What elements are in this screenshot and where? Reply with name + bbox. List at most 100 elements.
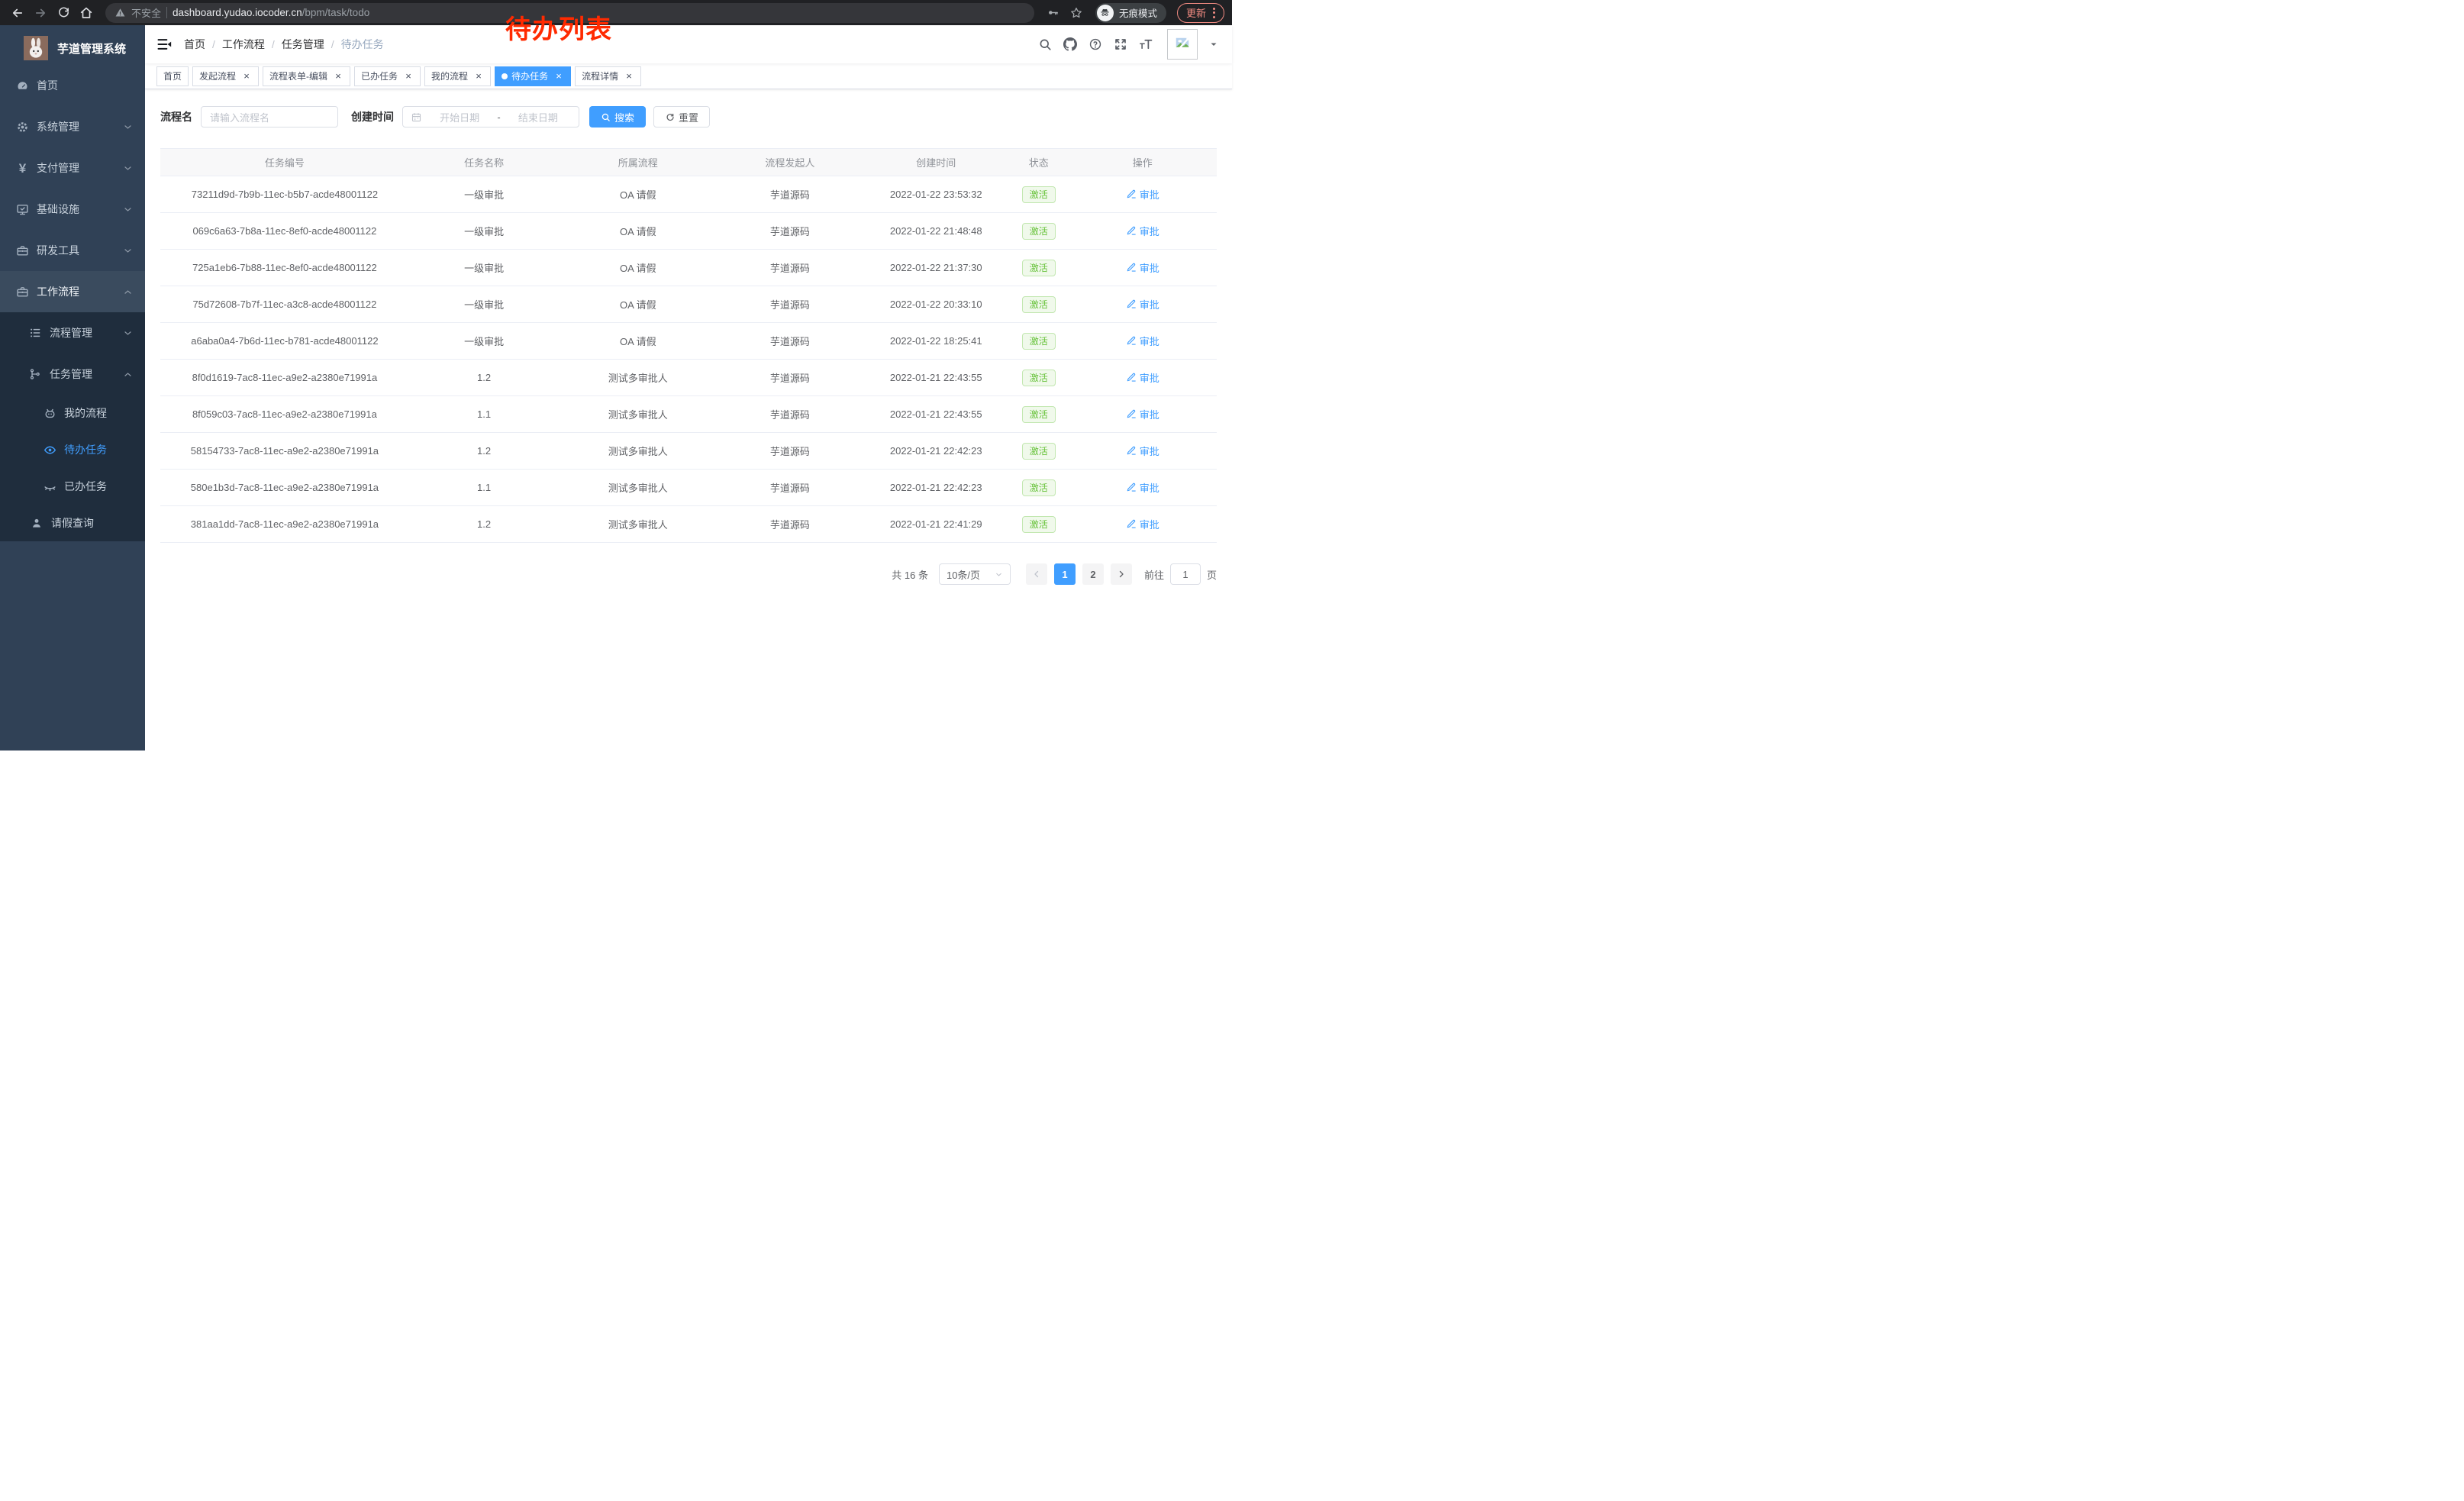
tab-item[interactable]: 流程详情 ×: [575, 66, 642, 86]
tab-item[interactable]: 已办任务 ×: [354, 66, 421, 86]
bookmark-star-icon[interactable]: [1066, 3, 1086, 23]
approve-link[interactable]: 审批: [1126, 260, 1159, 275]
edit-pen-icon: [1126, 335, 1137, 346]
browser-forward-icon[interactable]: [31, 3, 50, 23]
tab-close-icon[interactable]: ×: [476, 70, 482, 82]
approve-link[interactable]: 审批: [1126, 444, 1159, 458]
avatar[interactable]: [1167, 29, 1198, 60]
task-id-cell: a6aba0a4-7b6d-11ec-b781-acde48001122: [160, 322, 409, 360]
tab-close-icon[interactable]: ×: [556, 70, 562, 82]
action-cell: 审批: [1068, 469, 1217, 506]
approve-link[interactable]: 审批: [1126, 517, 1159, 531]
approve-link[interactable]: 审批: [1126, 407, 1159, 421]
sidebar-item[interactable]: 任务管理: [0, 353, 145, 395]
process-cell: 测试多审批人: [559, 432, 718, 470]
user-icon: [31, 517, 44, 530]
tab-close-icon[interactable]: ×: [335, 70, 341, 82]
action-cell: 审批: [1068, 176, 1217, 213]
sidebar-item[interactable]: 我的流程: [0, 395, 145, 431]
breadcrumb-home[interactable]: 首页: [184, 38, 205, 50]
sidebar-item[interactable]: ¥ 支付管理: [0, 147, 145, 189]
tab-item[interactable]: 我的流程 ×: [424, 66, 492, 86]
tab-close-icon[interactable]: ×: [405, 70, 411, 82]
browser-back-icon[interactable]: [8, 3, 27, 23]
search-button[interactable]: 搜索: [589, 106, 647, 128]
browser-update-button[interactable]: 更新: [1176, 2, 1224, 23]
sidebar-item[interactable]: 已办任务: [0, 468, 145, 505]
breadcrumb-workflow[interactable]: 工作流程: [221, 38, 265, 50]
page-number-button[interactable]: 2: [1082, 563, 1104, 585]
sidebar-item[interactable]: 系统管理: [0, 106, 145, 147]
tab-item[interactable]: 首页: [156, 66, 189, 86]
search-icon[interactable]: [1038, 37, 1052, 51]
page-number-button[interactable]: 1: [1053, 563, 1076, 585]
page-size-select[interactable]: 10条/页: [938, 563, 1011, 585]
breadcrumb-task-mgmt[interactable]: 任务管理: [281, 38, 324, 50]
tab-active[interactable]: 待办任务 ×: [495, 66, 572, 86]
goto-page-input[interactable]: 1: [1169, 563, 1201, 585]
approve-link[interactable]: 审批: [1126, 297, 1159, 311]
sidebar-item-label: 基础设施: [37, 203, 79, 215]
sidebar-item[interactable]: 请假查询: [0, 505, 145, 541]
tab-item[interactable]: 发起流程 ×: [192, 66, 260, 86]
chevron-down-icon: [123, 328, 133, 338]
avatar-caret-icon[interactable]: [1209, 40, 1218, 49]
task-name-cell: 一级审批: [408, 176, 560, 213]
sidebar-item[interactable]: 首页: [0, 65, 145, 106]
prev-page-button[interactable]: [1025, 563, 1047, 585]
url-text: dashboard.yudao.iocoder.cn/bpm/task/todo: [173, 7, 370, 18]
tab-close-icon[interactable]: ×: [243, 70, 250, 82]
address-bar[interactable]: 不安全 dashboard.yudao.iocoder.cn/bpm/task/…: [105, 2, 1034, 23]
status-cell: 激活: [1008, 395, 1069, 433]
approve-link[interactable]: 审批: [1126, 334, 1159, 348]
process-cell: OA 请假: [559, 322, 718, 360]
table-row: 75d72608-7b7f-11ec-a3c8-acde48001122 一级审批…: [160, 286, 1217, 323]
browser-reload-icon[interactable]: [53, 3, 73, 23]
sidebar-item[interactable]: 流程管理: [0, 312, 145, 353]
date-range-input[interactable]: 开始日期 - 结束日期: [402, 106, 579, 128]
tab-close-icon[interactable]: ×: [626, 70, 632, 82]
reset-button[interactable]: 重置: [653, 106, 711, 128]
process-name-input[interactable]: 请输入流程名: [201, 106, 338, 128]
approve-link[interactable]: 审批: [1126, 370, 1159, 385]
update-label: 更新: [1185, 8, 1206, 19]
sidebar-item[interactable]: 研发工具: [0, 230, 145, 271]
sidebar-item-label: 首页: [37, 79, 58, 92]
column-header: 任务名称: [408, 148, 560, 176]
action-cell: 审批: [1068, 395, 1217, 433]
column-header: 所属流程: [559, 148, 718, 176]
status-badge: 激活: [1021, 259, 1056, 276]
process-cell: OA 请假: [559, 176, 718, 213]
status-badge: 激活: [1021, 442, 1056, 460]
browser-home-icon[interactable]: [76, 3, 96, 23]
security-warning-icon: [115, 8, 125, 17]
incognito-badge: 无痕模式: [1095, 2, 1166, 23]
next-page-button[interactable]: [1110, 563, 1132, 585]
github-icon[interactable]: [1063, 37, 1077, 51]
browser-menu-icon[interactable]: [1213, 7, 1215, 18]
task-name-cell: 一级审批: [408, 249, 560, 286]
fullscreen-icon[interactable]: [1114, 37, 1127, 51]
status-badge: 激活: [1021, 186, 1056, 203]
font-size-icon[interactable]: [1139, 37, 1153, 51]
help-icon[interactable]: [1088, 37, 1102, 51]
password-key-icon[interactable]: [1043, 3, 1063, 23]
approve-link[interactable]: 审批: [1126, 187, 1159, 202]
filter-bar: 流程名 请输入流程名 创建时间 开始日期 - 结束日期 搜索 重置: [160, 106, 1217, 128]
created-time-cell: 2022-01-22 21:37:30: [863, 249, 1009, 286]
initiator-cell: 芋道源码: [717, 359, 863, 396]
sidebar-collapse-icon[interactable]: [156, 37, 172, 52]
approve-link[interactable]: 审批: [1126, 224, 1159, 238]
sidebar-item[interactable]: 待办任务: [0, 431, 145, 468]
task-name-cell: 一级审批: [408, 212, 560, 250]
sidebar-item[interactable]: 基础设施: [0, 189, 145, 230]
todo-task-page: 流程名 请输入流程名 创建时间 开始日期 - 结束日期 搜索 重置: [145, 89, 1232, 750]
approve-link[interactable]: 审批: [1126, 480, 1159, 495]
task-id-cell: 8f059c03-7ac8-11ec-a9e2-a2380e71991a: [160, 395, 409, 433]
navbar: 首页 / 工作流程 / 任务管理 / 待办任务: [145, 25, 1232, 63]
column-header: 任务编号: [160, 148, 409, 176]
tab-item[interactable]: 流程表单-编辑 ×: [263, 66, 351, 86]
sidebar-item-label: 待办任务: [64, 444, 107, 456]
sidebar-item[interactable]: 工作流程: [0, 271, 145, 312]
status-badge: 激活: [1021, 515, 1056, 533]
